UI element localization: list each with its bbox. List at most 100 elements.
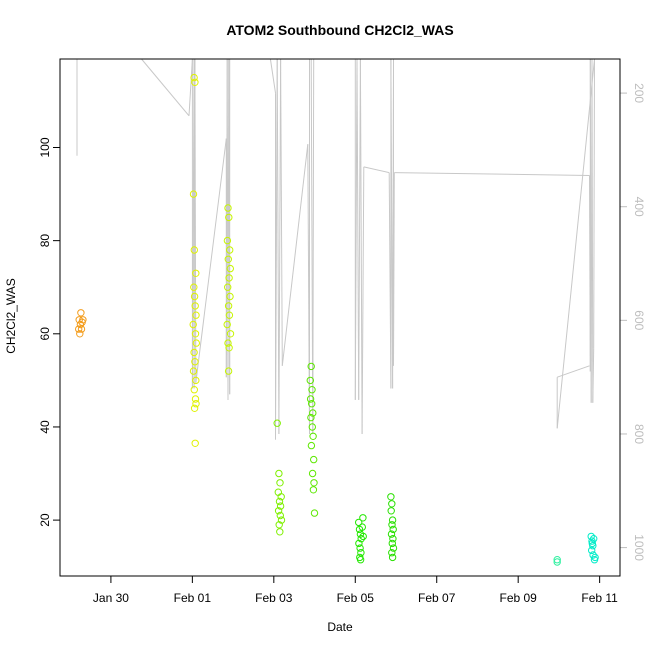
data-point [276, 502, 285, 510]
data-point [308, 386, 316, 394]
x-tick-label: Feb 05 [337, 591, 375, 605]
data-point [274, 507, 283, 515]
data-point [590, 535, 598, 543]
pressure-line-segment [557, 365, 590, 378]
x-tick-label: Feb 01 [174, 591, 212, 605]
data-point [355, 539, 363, 548]
data-point [388, 516, 397, 524]
y2-tick-label: 800 [632, 424, 646, 444]
data-point [223, 320, 231, 329]
data-point [277, 516, 286, 524]
data-point [192, 376, 200, 385]
data-point [589, 551, 597, 559]
data-point [389, 525, 397, 534]
data-point [224, 302, 233, 310]
x-tick-label: Feb 11 [581, 591, 618, 605]
data-point [224, 367, 233, 375]
data-point [191, 302, 199, 310]
data-point [388, 553, 397, 562]
data-point [588, 546, 596, 555]
data-point [191, 395, 200, 403]
data-point [225, 344, 233, 352]
data-point [189, 367, 198, 375]
data-point [224, 255, 233, 263]
pressure-line-segment [278, 58, 282, 435]
data-point [191, 330, 200, 338]
data-point [306, 395, 315, 403]
data-point [389, 535, 397, 543]
data-point [190, 404, 199, 412]
y2-tick-label: 1000 [632, 534, 646, 561]
pressure-line-segment [394, 172, 590, 176]
data-point [275, 469, 283, 478]
data-point [192, 400, 200, 408]
pressure-line-segment [363, 166, 390, 174]
pressure-line-segment [592, 348, 595, 403]
x-tick-label: Feb 09 [500, 591, 538, 605]
data-point [75, 325, 83, 333]
data-point [190, 73, 198, 82]
data-point [192, 339, 201, 347]
data-point [587, 532, 595, 541]
pressure-line-segment [269, 58, 276, 94]
x-tick-label: Jan 30 [93, 591, 129, 605]
data-point [357, 549, 365, 557]
pressure-line-segment [361, 166, 365, 435]
pressure-line-segment [593, 58, 595, 349]
data-point [387, 530, 396, 538]
data-point [226, 330, 235, 338]
data-point [309, 486, 318, 494]
y-tick-label: 60 [38, 327, 52, 341]
data-point [588, 539, 596, 548]
data-point [357, 535, 365, 543]
data-point [310, 509, 319, 517]
chart-title: ATOM2 Southbound CH2Cl2_WAS [226, 22, 453, 38]
data-point [388, 521, 396, 529]
pressure-line-segment [195, 138, 227, 383]
pressure-line-segment [556, 58, 595, 429]
y-tick-label: 20 [38, 513, 52, 527]
pressure-line-segment [393, 172, 395, 366]
data-point [388, 500, 396, 508]
y-tick-label: 100 [38, 137, 52, 157]
data-point [224, 339, 232, 347]
data-point [277, 493, 285, 501]
data-point [309, 432, 317, 440]
pressure-line-segment [354, 58, 358, 400]
data-point [225, 213, 233, 222]
data-point [310, 479, 318, 487]
pressure-line-segment [194, 58, 197, 383]
pressure-line-segment [188, 58, 193, 116]
data-point [276, 511, 284, 520]
pressure-line-segment [275, 58, 278, 440]
data-point [358, 523, 366, 531]
y2-tick-label: 600 [632, 310, 646, 330]
data-point [225, 311, 234, 319]
data-point [388, 539, 396, 548]
data-point [189, 320, 197, 329]
data-point [308, 400, 316, 408]
data-point [226, 292, 234, 301]
data-point [225, 274, 233, 282]
x-tick-label: Feb 07 [418, 591, 456, 605]
pressure-line-segment [141, 58, 190, 117]
plot-frame [59, 58, 621, 577]
data-point [192, 311, 200, 319]
data-point [310, 455, 318, 464]
data-point [275, 497, 284, 506]
data-point [77, 309, 85, 317]
data-point [224, 283, 232, 291]
pressure-line-segment [280, 58, 283, 366]
data-point [273, 419, 281, 427]
pressure-line-segment [276, 58, 280, 435]
data-point [307, 413, 315, 422]
y2-tick-label: 400 [632, 197, 646, 217]
y2-tick-label: 200 [632, 83, 646, 103]
data-point [77, 325, 86, 333]
data-point [307, 362, 315, 371]
y-axis-label: CH2Cl2_WAS [4, 278, 18, 354]
data-point [275, 521, 283, 529]
data-point [79, 316, 87, 324]
data-point [276, 528, 284, 536]
data-point [388, 549, 396, 557]
